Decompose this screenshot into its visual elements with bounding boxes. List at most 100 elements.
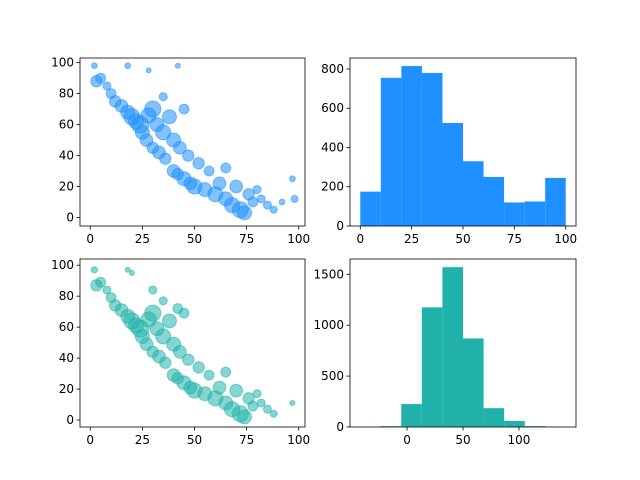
point (159, 356, 172, 369)
y-tick-label: 20 (59, 180, 74, 194)
bar (442, 267, 463, 427)
y-tick-label: 800 (321, 62, 344, 76)
point (124, 266, 131, 273)
y-tick-label: 600 (321, 101, 344, 115)
bar (401, 404, 422, 427)
y-tick-label: 100 (51, 258, 74, 272)
bar (442, 122, 463, 226)
y-tick-label: 1000 (313, 318, 344, 332)
x-tick-label: 50 (187, 433, 202, 447)
y-tick-label: 100 (51, 56, 74, 70)
x-tick-label: 100 (554, 232, 577, 246)
point (161, 109, 177, 125)
axes-frame (79, 57, 306, 227)
point (128, 269, 135, 276)
point (182, 149, 195, 162)
point (148, 285, 158, 295)
bar (524, 426, 546, 427)
y-tick-label: 60 (59, 118, 74, 132)
point (252, 389, 262, 399)
bar (504, 202, 525, 226)
y-tick-label: 0 (66, 210, 74, 224)
bar (421, 72, 443, 226)
point (102, 285, 112, 295)
x-tick-label: 75 (507, 232, 522, 246)
y-tick-label: 500 (321, 369, 344, 383)
point (237, 409, 252, 425)
y-tick-label: 20 (59, 382, 74, 396)
x-tick-label: 75 (239, 232, 254, 246)
y-tick-label: 1500 (313, 267, 344, 281)
point (247, 196, 259, 208)
point (159, 152, 172, 165)
x-tick-label: 100 (507, 433, 530, 447)
x-tick-label: 75 (239, 433, 254, 447)
y-tick-label: 80 (59, 289, 74, 303)
point (161, 313, 177, 329)
y-tick-label: 60 (59, 320, 74, 334)
point (262, 200, 272, 210)
bar (360, 191, 381, 226)
x-tick-label: 0 (86, 232, 94, 246)
bar (483, 176, 505, 226)
point (144, 100, 162, 118)
point (290, 194, 299, 203)
point (256, 398, 266, 408)
point (212, 176, 227, 191)
point (145, 67, 152, 74)
bar (463, 161, 484, 226)
y-tick-label: 0 (336, 420, 344, 434)
point (262, 404, 272, 414)
axes-frame (79, 258, 306, 428)
point (237, 205, 252, 221)
point (144, 304, 162, 322)
point (269, 205, 278, 214)
point (203, 369, 215, 381)
point (203, 165, 215, 177)
point (289, 399, 296, 407)
plot-area (360, 267, 566, 427)
point (289, 175, 296, 183)
y-tick-label: 0 (66, 413, 74, 427)
point (95, 276, 107, 288)
point (173, 140, 187, 155)
point (220, 162, 232, 174)
x-tick-label: 0 (356, 232, 364, 246)
y-tick-label: 0 (336, 219, 344, 233)
subplot: 0 25 50 75 100 0 200 400 600 800 (321, 57, 577, 246)
bar (380, 77, 402, 226)
plot-area (360, 66, 566, 226)
point (192, 157, 205, 170)
point (229, 179, 244, 194)
bar (401, 66, 422, 226)
y-tick-label: 40 (59, 149, 74, 163)
point (278, 198, 286, 206)
plot-area (90, 62, 299, 221)
subplot: 0 25 50 75 100 0 20 40 60 80 100 (51, 258, 310, 447)
point (269, 409, 278, 418)
point (124, 62, 132, 70)
point (220, 366, 232, 378)
y-tick-label: 40 (59, 351, 74, 365)
y-tick-label: 80 (59, 87, 74, 101)
point (247, 400, 259, 412)
point (95, 72, 107, 84)
point (182, 353, 195, 366)
x-tick-label: 50 (187, 232, 202, 246)
point (212, 380, 227, 395)
x-tick-label: 50 (455, 232, 470, 246)
point (155, 124, 172, 141)
subplot: 0 25 50 75 100 0 20 40 60 80 100 (51, 56, 310, 246)
bar (545, 177, 566, 226)
x-tick-label: 100 (287, 232, 310, 246)
x-tick-label: 0 (86, 433, 94, 447)
bar (463, 338, 484, 427)
point (192, 361, 205, 374)
point (90, 266, 99, 274)
bar (421, 307, 443, 427)
y-tick-label: 400 (321, 140, 344, 154)
x-tick-label: 50 (455, 433, 470, 447)
point (155, 328, 172, 345)
